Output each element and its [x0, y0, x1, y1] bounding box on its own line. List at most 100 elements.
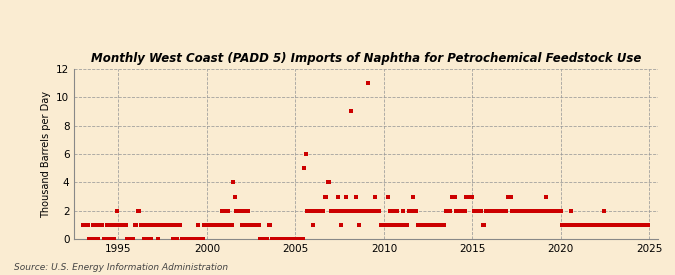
Point — [358, 209, 369, 213]
Point — [487, 209, 498, 213]
Point — [471, 209, 482, 213]
Point — [267, 237, 277, 241]
Point — [252, 223, 263, 227]
Point — [603, 223, 614, 227]
Point — [599, 223, 610, 227]
Point — [269, 237, 280, 241]
Point — [563, 223, 574, 227]
Point — [88, 223, 99, 227]
Point — [379, 223, 389, 227]
Point — [150, 223, 161, 227]
Point — [253, 223, 264, 227]
Point — [244, 223, 255, 227]
Point — [132, 209, 143, 213]
Point — [135, 223, 146, 227]
Point — [367, 209, 377, 213]
Point — [450, 194, 460, 199]
Point — [230, 194, 240, 199]
Point — [263, 223, 274, 227]
Point — [196, 237, 207, 241]
Point — [94, 223, 105, 227]
Point — [296, 237, 306, 241]
Point — [418, 223, 429, 227]
Point — [131, 223, 142, 227]
Point — [480, 209, 491, 213]
Point — [604, 223, 615, 227]
Point — [248, 223, 259, 227]
Point — [423, 223, 433, 227]
Point — [566, 209, 576, 213]
Point — [468, 209, 479, 213]
Point — [543, 209, 554, 213]
Point — [467, 194, 478, 199]
Point — [86, 237, 97, 241]
Point — [340, 194, 351, 199]
Y-axis label: Thousand Barrels per Day: Thousand Barrels per Day — [40, 90, 51, 218]
Point — [405, 209, 416, 213]
Point — [250, 223, 261, 227]
Point — [570, 223, 581, 227]
Point — [535, 209, 545, 213]
Point — [173, 223, 184, 227]
Point — [356, 209, 367, 213]
Point — [420, 223, 431, 227]
Point — [557, 223, 568, 227]
Point — [95, 223, 106, 227]
Point — [283, 237, 294, 241]
Point — [442, 209, 453, 213]
Point — [374, 209, 385, 213]
Point — [610, 223, 621, 227]
Point — [122, 237, 133, 241]
Point — [492, 209, 503, 213]
Point — [171, 223, 182, 227]
Point — [608, 223, 619, 227]
Point — [163, 223, 174, 227]
Point — [506, 194, 516, 199]
Point — [107, 223, 118, 227]
Point — [247, 223, 258, 227]
Point — [632, 223, 643, 227]
Point — [517, 209, 528, 213]
Point — [493, 209, 504, 213]
Point — [476, 209, 487, 213]
Point — [147, 223, 158, 227]
Point — [637, 223, 647, 227]
Point — [368, 209, 379, 213]
Point — [408, 194, 418, 199]
Point — [433, 223, 444, 227]
Point — [542, 209, 553, 213]
Point — [92, 237, 103, 241]
Point — [219, 223, 230, 227]
Point — [91, 223, 102, 227]
Point — [579, 223, 590, 227]
Point — [115, 223, 126, 227]
Point — [400, 223, 411, 227]
Point — [462, 194, 473, 199]
Point — [231, 209, 242, 213]
Point — [331, 209, 342, 213]
Point — [482, 209, 493, 213]
Point — [411, 209, 422, 213]
Point — [234, 209, 245, 213]
Point — [97, 223, 107, 227]
Point — [601, 223, 612, 227]
Point — [303, 209, 314, 213]
Point — [395, 223, 406, 227]
Point — [390, 223, 401, 227]
Point — [148, 223, 159, 227]
Point — [348, 209, 358, 213]
Point — [496, 209, 507, 213]
Point — [141, 223, 152, 227]
Point — [483, 209, 494, 213]
Point — [591, 223, 601, 227]
Point — [80, 223, 91, 227]
Point — [451, 209, 462, 213]
Point — [392, 209, 402, 213]
Point — [113, 223, 124, 227]
Point — [159, 223, 169, 227]
Point — [187, 237, 198, 241]
Point — [626, 223, 637, 227]
Point — [99, 237, 109, 241]
Point — [138, 237, 149, 241]
Point — [192, 223, 203, 227]
